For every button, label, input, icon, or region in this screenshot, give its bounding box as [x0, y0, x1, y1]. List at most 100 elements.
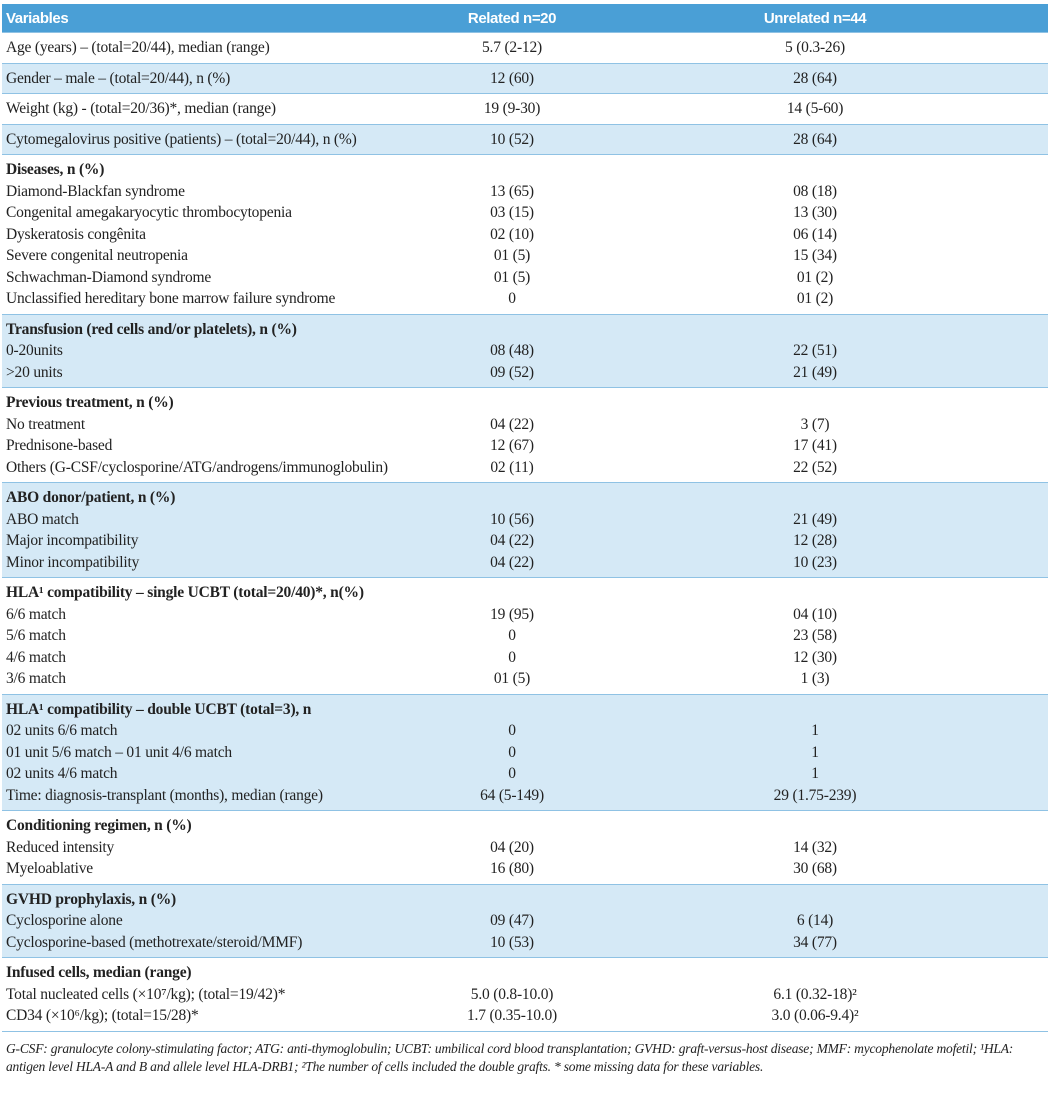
value-cell: 13 (65): [490, 182, 534, 200]
value-cell: 04 (22): [490, 553, 534, 571]
row-label: Prednisone-based: [6, 437, 113, 455]
table-row: Cyclosporine alone 09 (47) 6 (14): [2, 910, 1048, 932]
table-row: 5/6 match 0 23 (58): [2, 625, 1048, 647]
value-cell: 0: [508, 743, 516, 761]
value-cell: 06 (14): [793, 225, 837, 243]
value-cell: 0: [508, 290, 516, 308]
row-label: Diamond-Blackfan syndrome: [6, 182, 185, 200]
row-group: GVHD prophylaxis, n (%) Cyclosporine alon…: [2, 884, 1048, 958]
row-group: Infused cells, median (range) Total nucle…: [2, 957, 1048, 1031]
value-cell: 1: [811, 743, 819, 761]
value-cell: 01 (5): [493, 268, 531, 286]
row-label: Reduced intensity: [6, 838, 115, 856]
table-row: Dyskeratosis congênita 02 (10) 06 (14): [2, 224, 1048, 246]
value-cell: 5.0 (0.8-10.0): [470, 985, 554, 1003]
value-cell: 14 (5-60): [786, 100, 844, 118]
row-label: Severe congenital neutropenia: [6, 247, 188, 265]
section-heading: ABO donor/patient, n (%): [6, 489, 176, 507]
row-label: Minor incompatibility: [6, 553, 140, 571]
row-label: ABO match: [6, 510, 79, 528]
value-cell: 04 (22): [490, 532, 534, 550]
value-cell: 34 (77): [793, 933, 837, 951]
table-row: Weight (kg) - (total=20/36)*, median (ra…: [2, 94, 1048, 125]
value-cell: 09 (52): [490, 363, 534, 381]
value-cell: 21 (49): [793, 363, 837, 381]
value-cell: 10 (52): [490, 130, 534, 148]
table-row: 01 unit 5/6 match – 01 unit 4/6 match 0 1: [2, 742, 1048, 764]
row-label: Cytomegalovirus positive (patients) – (t…: [6, 130, 357, 148]
value-cell: 02 (10): [490, 225, 534, 243]
value-cell: 14 (32): [793, 838, 837, 856]
row-label: 3/6 match: [6, 670, 66, 688]
row-group: Cytomegalovirus positive (patients) – (t…: [2, 124, 1048, 155]
value-cell: 30 (68): [793, 860, 837, 878]
value-cell: 6.1 (0.32-18)²: [773, 985, 857, 1003]
value-cell: 0: [508, 627, 516, 645]
row-label: 02 units 4/6 match: [6, 765, 118, 783]
row-group: Weight (kg) - (total=20/36)*, median (ra…: [2, 93, 1048, 125]
value-cell: 04 (22): [490, 415, 534, 433]
table-row: Previous treatment, n (%): [2, 388, 1048, 414]
value-cell: 1.7 (0.35-10.0): [467, 1007, 557, 1025]
table-row: Reduced intensity 04 (20) 14 (32): [2, 837, 1048, 859]
section-heading: Transfusion (red cells and/or platelets)…: [6, 320, 297, 338]
value-cell: 19 (95): [490, 605, 534, 623]
row-label: Dyskeratosis congênita: [6, 225, 146, 243]
table-row: 6/6 match 19 (95) 04 (10): [2, 604, 1048, 626]
row-label: 02 units 6/6 match: [6, 722, 118, 740]
row-label: 5/6 match: [6, 627, 66, 645]
row-group: HLA¹ compatibility – single UCBT (total=…: [2, 577, 1048, 695]
row-group: Transfusion (red cells and/or platelets)…: [2, 314, 1048, 388]
row-group: Diseases, n (%) Diamond-Blackfan syndrome…: [2, 154, 1048, 315]
row-label: Time: diagnosis-transplant (months), med…: [6, 786, 323, 804]
header-cell: Variables: [2, 4, 442, 33]
value-cell: 28 (64): [793, 130, 837, 148]
value-cell: 13 (30): [793, 204, 837, 222]
row-label: Age (years) – (total=20/44), median (ran…: [6, 39, 270, 57]
table-row: Gender – male – (total=20/44), n (%) 12 (…: [2, 63, 1048, 94]
row-label: Myeloablative: [6, 860, 93, 878]
section-heading: Previous treatment, n (%): [6, 394, 174, 412]
value-cell: 04 (20): [490, 838, 534, 856]
table-row: HLA¹ compatibility – double UCBT (total=…: [2, 694, 1048, 720]
row-label: Unclassified hereditary bone marrow fail…: [6, 290, 336, 308]
value-cell: 08 (48): [490, 342, 534, 360]
value-cell: 22 (52): [793, 458, 837, 476]
row-group: Gender – male – (total=20/44), n (%) 12 (…: [2, 63, 1048, 94]
row-group: Previous treatment, n (%) No treatment 04 …: [2, 387, 1048, 483]
table-row: ABO donor/patient, n (%): [2, 483, 1048, 509]
table-row: Congenital amegakaryocytic thrombocytope…: [2, 202, 1048, 224]
value-cell: 01 (2): [796, 290, 834, 308]
value-cell: 10 (53): [490, 933, 534, 951]
value-cell: 5.7 (2-12): [482, 39, 542, 57]
footnote: G-CSF: granulocyte colony-stimulating fa…: [2, 1030, 1048, 1076]
row-label: Cyclosporine alone: [6, 912, 123, 930]
value-cell: 12 (30): [793, 648, 837, 666]
value-cell: 21 (49): [793, 510, 837, 528]
table-row: Time: diagnosis-transplant (months), med…: [2, 785, 1048, 811]
section-heading: HLA¹ compatibility – single UCBT (total=…: [6, 584, 364, 602]
row-label: Total nucleated cells (×10⁷/kg); (total=…: [6, 985, 286, 1003]
table-row: No treatment 04 (22) 3 (7): [2, 414, 1048, 436]
table: Variables Related n=20 Unrelated n=44 Ag…: [2, 4, 1048, 1031]
row-group: Age (years) – (total=20/44), median (ran…: [2, 32, 1048, 64]
row-label: Congenital amegakaryocytic thrombocytope…: [6, 204, 292, 222]
value-cell: 1: [811, 765, 819, 783]
value-cell: 02 (11): [490, 458, 534, 476]
table-row: 3/6 match 01 (5) 1 (3): [2, 668, 1048, 694]
table-row: Unclassified hereditary bone marrow fail…: [2, 288, 1048, 314]
row-label: Major incompatibility: [6, 532, 139, 550]
value-cell: 16 (80): [490, 860, 534, 878]
value-cell: 0: [508, 722, 516, 740]
table-row: HLA¹ compatibility – single UCBT (total=…: [2, 578, 1048, 604]
table-row: Schwachman-Diamond syndrome 01 (5) 01 (2): [2, 267, 1048, 289]
table-row: Minor incompatibility 04 (22) 10 (23): [2, 552, 1048, 578]
header-row: Variables Related n=20 Unrelated n=44: [2, 4, 1048, 33]
value-cell: 09 (47): [490, 912, 534, 930]
table-row: Cytomegalovirus positive (patients) – (t…: [2, 124, 1048, 155]
table-row: Infused cells, median (range): [2, 958, 1048, 984]
table-row: 02 units 4/6 match 0 1: [2, 763, 1048, 785]
row-group: HLA¹ compatibility – double UCBT (total=…: [2, 694, 1048, 811]
table-row: CD34 (×10⁶/kg); (total=15/28)* 1.7 (0.35-…: [2, 1005, 1048, 1031]
row-label: Others (G-CSF/cyclosporine/ATG/androgens…: [6, 458, 388, 476]
